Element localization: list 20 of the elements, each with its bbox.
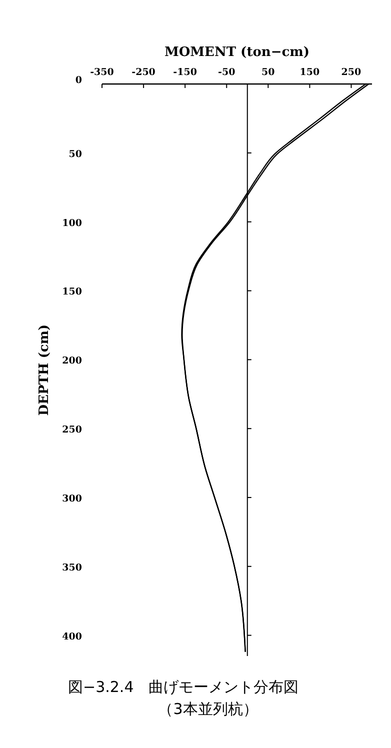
x-tick-label: 250	[341, 67, 362, 78]
y-tick-label: 250	[62, 424, 82, 436]
y-tick-label: 400	[62, 631, 82, 642]
x-tick-label: -150	[173, 67, 198, 78]
text: 図−3.2.4 曲げモーメント分布図	[68, 678, 299, 696]
y-tick-label: 300	[62, 493, 82, 504]
x-tick-label: 50	[262, 67, 276, 78]
x-tick-label: 150	[300, 67, 320, 78]
text: （3本並列杭）	[158, 700, 258, 718]
y-tick-label: 100	[62, 218, 82, 229]
x-tick-label: -250	[132, 67, 156, 78]
y-axis-title: DEPTH (cm)	[37, 324, 52, 416]
y-tick-label: 350	[62, 562, 82, 574]
x-axis-title: MOMENT (ton−cm)	[164, 45, 310, 60]
x-tick-label: -350	[90, 67, 114, 78]
x-tick-label: -50	[218, 67, 236, 78]
y-tick-label: 0	[75, 75, 82, 86]
y-tick-label: 50	[68, 148, 82, 160]
y-tick-label: 200	[62, 356, 82, 367]
y-tick-label: 150	[62, 286, 82, 298]
